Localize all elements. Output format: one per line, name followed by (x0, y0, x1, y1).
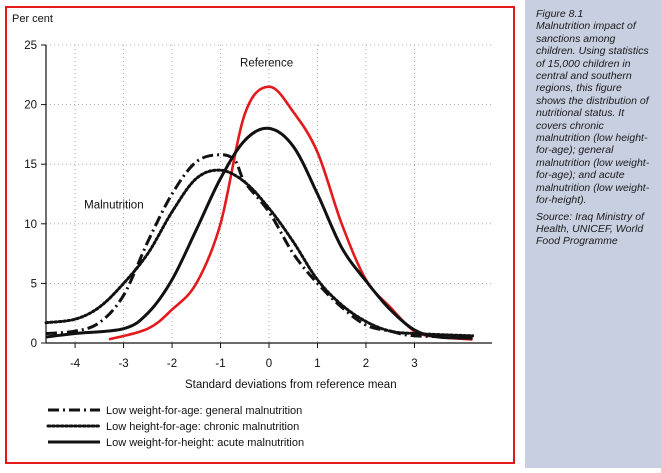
series (44, 85, 475, 341)
x-tick-label: 0 (266, 358, 272, 370)
caption-source: Source: Iraq Ministry of Health, UNICEF,… (536, 210, 644, 248)
figure-caption: Figure 8.1 Malnutrition impact of sancti… (536, 8, 654, 248)
legend-label: Low height-for-age: chronic malnutrition (106, 421, 299, 433)
series-line-general (45, 153, 473, 339)
y-tick-label: 25 (24, 40, 37, 52)
legend: Low weight-for-age: general malnutrition… (46, 405, 304, 449)
y-axis-label: Per cent (12, 13, 53, 25)
x-tick-label: -3 (118, 358, 128, 370)
y-tick-label: 5 (31, 278, 37, 290)
annotation-malnutrition: Malnutrition (84, 199, 143, 211)
caption-title: Malnutrition impact of sanctions among c… (536, 20, 636, 58)
chart-frame (5, 6, 515, 464)
annotation-reference: Reference (240, 57, 293, 69)
legend-label: Low weight-for-height: acute malnutritio… (106, 437, 304, 449)
x-axis-label: Standard deviations from reference mean (185, 379, 397, 391)
x-tick-label: 3 (411, 358, 417, 370)
x-tick-label: 1 (314, 358, 320, 370)
caption-body: Using statistics of 15,000 children in c… (536, 45, 650, 207)
y-tick-label: 10 (24, 219, 37, 231)
x-tick-label: -4 (70, 358, 81, 370)
x-tick-label: -2 (167, 358, 177, 370)
axes: Per cent Standard deviations from refere… (12, 13, 492, 391)
legend-label: Low weight-for-age: general malnutrition (106, 405, 302, 417)
series-line-chronic (44, 168, 475, 338)
x-tick-label: -1 (215, 358, 225, 370)
caption-heading: Figure 8.1 (536, 8, 584, 20)
series-line-acute (45, 126, 473, 340)
y-tick-label: 0 (31, 338, 37, 350)
caption-panel (525, 0, 661, 468)
y-tick-label: 15 (24, 159, 37, 171)
annotations: Reference Malnutrition (84, 57, 293, 211)
x-tick-label: 2 (363, 358, 369, 370)
y-tick-label: 20 (24, 100, 37, 112)
